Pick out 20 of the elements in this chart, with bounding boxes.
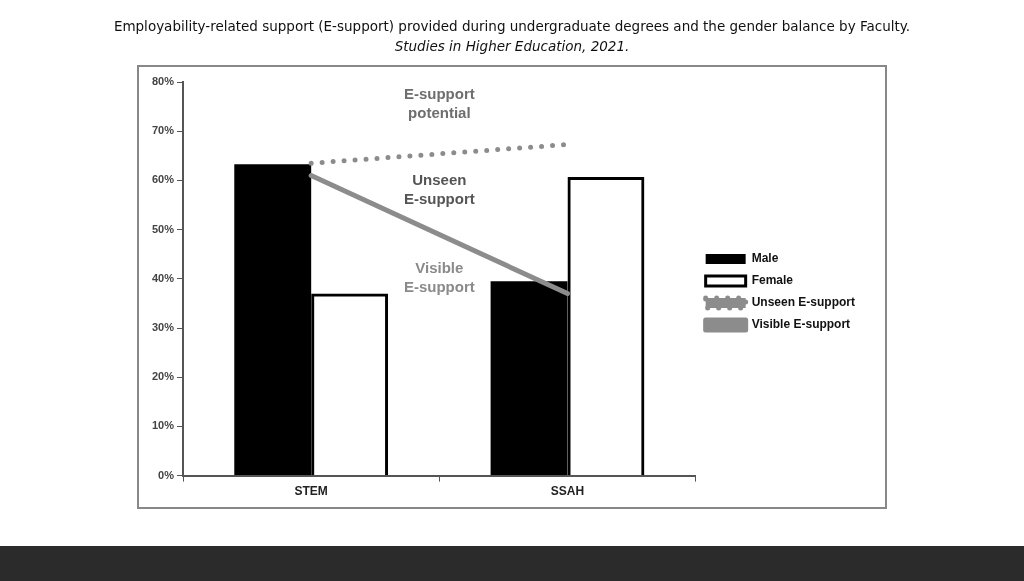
- chart-title: Employability-related support (E-support) provided during undergraduate degrees and the gender balance by Faculty.: [112, 17, 912, 36]
- legend-label: Unseen E-support: [751, 295, 855, 310]
- legend-label: Female: [751, 273, 794, 288]
- y-tick-label: 70%: [151, 124, 175, 137]
- x-tick-label: SSAH: [550, 484, 585, 499]
- y-tick-label: 10%: [151, 419, 175, 432]
- y-tick-label: 30%: [151, 321, 175, 334]
- y-tick-label: 50%: [151, 222, 175, 235]
- y-tick-label: 0%: [158, 468, 175, 481]
- y-tick-label: 60%: [151, 173, 175, 186]
- annotation: Visible E-support: [403, 259, 475, 296]
- legend-label: Male: [751, 251, 779, 266]
- x-tick-label: STEM: [294, 484, 328, 499]
- legend-label: Visible E-support: [751, 317, 851, 332]
- y-tick-label: 40%: [151, 271, 175, 284]
- annotation: E-support potential: [403, 84, 475, 121]
- chart-subtitle: Studies in Higher Education, 2021.: [393, 37, 631, 56]
- annotation: Unseen E-support: [403, 170, 475, 207]
- y-tick-label: 80%: [151, 75, 175, 88]
- y-tick-label: 20%: [151, 370, 175, 383]
